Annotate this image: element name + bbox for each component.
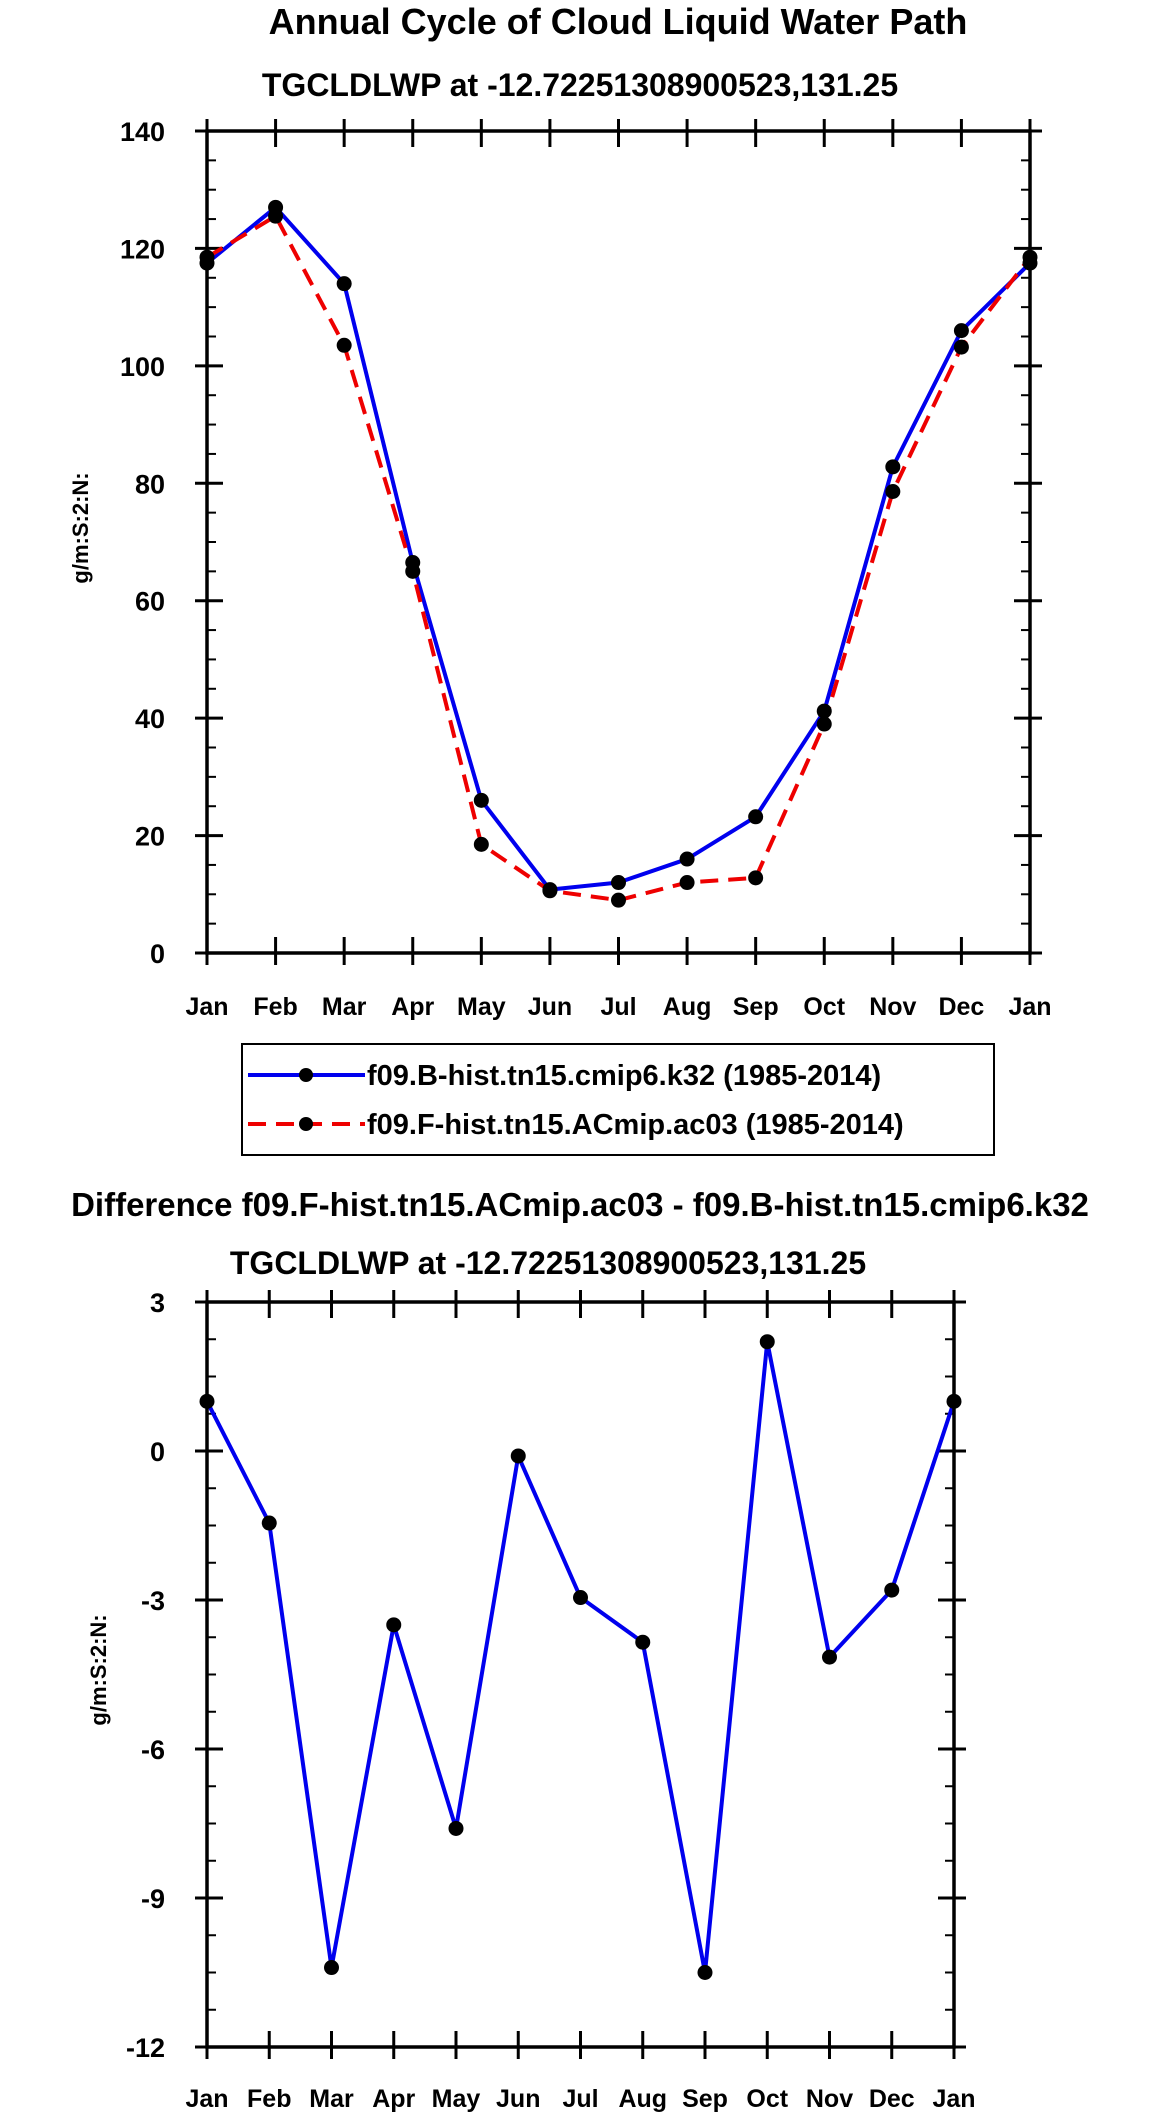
- x-tick-label: Jan: [1008, 993, 1051, 1021]
- data-point-series-1: [635, 1634, 651, 1650]
- data-point-series-1: [816, 703, 832, 719]
- chart2-title: Difference f09.F-hist.tn15.ACmip.ac03 - …: [71, 1186, 1089, 1223]
- legend-item-series-1: f09.B-hist.tn15.cmip6.k32 (1985-2014): [248, 1060, 881, 1092]
- chart2-xlabels: Jan Feb Mar Apr May Jun Jul Aug Sep Oct Nov Dec Jan: [185, 2085, 975, 2113]
- chart1-title: Annual Cycle of Cloud Liquid Water Path: [269, 1, 968, 42]
- legend-label-series-1: f09.B-hist.tn15.cmip6.k32 (1985-2014): [367, 1060, 881, 1092]
- series-line-2: [205, 214, 1032, 903]
- y-tick-label: 40: [135, 704, 165, 734]
- x-tick-label: Jun: [496, 2085, 540, 2113]
- x-tick-label: May: [432, 2085, 481, 2113]
- x-tick-label: Jan: [185, 2085, 228, 2113]
- x-tick-label: Aug: [618, 2085, 667, 2113]
- legend-box: [241, 1043, 995, 1156]
- chart2-ticks: 3 0 -3 -6 -9 -12: [126, 1288, 966, 2063]
- data-point-series-1: [822, 1649, 837, 1665]
- x-tick-label: Sep: [682, 2085, 728, 2113]
- data-point-series-1: [324, 1960, 339, 1976]
- chart1-ticks: 0 20 40 60 80 100 120 140: [120, 117, 1042, 969]
- y-tick-label: -6: [141, 1735, 165, 1765]
- x-tick-label: Jun: [528, 993, 572, 1021]
- data-point-series-2: [611, 892, 626, 908]
- data-point-series-1: [953, 323, 969, 339]
- x-tick-label: May: [457, 993, 506, 1021]
- series-line-1: [205, 1339, 956, 1975]
- data-point-series-2: [336, 337, 352, 353]
- data-point-series-1: [386, 1617, 402, 1633]
- chart1-frame: [205, 129, 1032, 955]
- x-tick-label: Jan: [932, 2085, 975, 2113]
- x-tick-label: Feb: [247, 2085, 291, 2113]
- y-tick-label: 140: [120, 117, 165, 147]
- data-point-series-1: [261, 1515, 277, 1531]
- y-tick-label: 100: [120, 352, 165, 382]
- x-tick-label: Nov: [806, 2085, 853, 2113]
- data-point-series-2: [542, 883, 558, 899]
- legend-label-series-2: f09.F-hist.tn15.ACmip.ac03 (1985-2014): [367, 1109, 904, 1141]
- data-point-series-1: [748, 809, 764, 825]
- y-tick-label: -3: [141, 1586, 165, 1616]
- difference-chart: Difference f09.F-hist.tn15.ACmip.ac03 - …: [71, 1186, 1089, 2113]
- y-tick-label: 0: [150, 939, 165, 969]
- x-tick-label: Apr: [391, 993, 434, 1021]
- x-tick-label: Nov: [869, 993, 916, 1021]
- data-point-series-1: [611, 875, 626, 891]
- y-tick-label: 20: [135, 822, 165, 852]
- x-tick-label: Feb: [253, 993, 297, 1021]
- data-point-series-1: [510, 1448, 526, 1464]
- data-point-series-2: [268, 208, 284, 224]
- y-tick-label: 80: [135, 469, 165, 499]
- x-tick-label: Mar: [309, 2085, 354, 2113]
- data-point-series-1: [573, 1590, 588, 1606]
- y-tick-label: -12: [126, 2033, 165, 2063]
- x-tick-label: Jul: [600, 993, 636, 1021]
- chart2-subtitle: TGCLDLWP at -12.72251308900523,131.25: [230, 1245, 866, 1281]
- chart2-frame: [205, 1300, 956, 2049]
- annual-cycle-chart: Annual Cycle of Cloud Liquid Water Path …: [68, 1, 1052, 1021]
- x-tick-label: Dec: [938, 993, 984, 1021]
- chart1-xlabels: Jan Feb Mar Apr May Jun Jul Aug Sep Oct Nov Dec Jan: [185, 993, 1051, 1021]
- legend-marker-series-1: [299, 1068, 313, 1082]
- data-point-series-2: [953, 339, 969, 355]
- y-tick-label: 0: [150, 1437, 165, 1467]
- data-point-series-1: [448, 1820, 464, 1836]
- legend-marker-series-2: [299, 1117, 313, 1131]
- series-line-1: [205, 205, 1032, 892]
- data-point-series-1: [336, 276, 352, 292]
- x-tick-label: Jan: [185, 993, 228, 1021]
- x-tick-label: Sep: [733, 993, 779, 1021]
- y-tick-label: 60: [135, 587, 165, 617]
- data-point-series-2: [816, 716, 832, 732]
- x-tick-label: Dec: [869, 2085, 915, 2113]
- x-tick-label: Mar: [322, 993, 367, 1021]
- x-tick-label: Oct: [803, 993, 845, 1021]
- x-tick-label: Oct: [746, 2085, 788, 2113]
- chart2-ylabel: g/m:S:2:N:: [86, 1614, 111, 1725]
- legend: f09.B-hist.tn15.cmip6.k32 (1985-2014) f0…: [241, 1043, 995, 1156]
- chart2-series: [199, 1334, 962, 1980]
- y-tick-label: -9: [141, 1884, 165, 1914]
- x-tick-label: Jul: [562, 2085, 598, 2113]
- y-tick-label: 120: [120, 234, 165, 264]
- chart1-ylabel: g/m:S:2:N:: [68, 472, 93, 583]
- data-point-series-1: [697, 1965, 713, 1980]
- data-point-series-1: [679, 851, 695, 867]
- data-point-series-1: [473, 792, 489, 808]
- data-point-series-2: [748, 870, 764, 886]
- data-point-series-2: [885, 484, 901, 500]
- legend-item-series-2: f09.F-hist.tn15.ACmip.ac03 (1985-2014): [248, 1109, 904, 1141]
- data-point-series-1: [884, 1582, 900, 1598]
- data-point-series-2: [679, 875, 695, 891]
- data-point-series-2: [405, 563, 421, 579]
- chart1-subtitle: TGCLDLWP at -12.72251308900523,131.25: [262, 67, 898, 103]
- data-point-series-1: [759, 1334, 775, 1350]
- y-tick-label: 3: [150, 1288, 165, 1318]
- x-tick-label: Aug: [663, 993, 712, 1021]
- chart1-series: [199, 199, 1038, 908]
- data-point-series-1: [885, 459, 901, 475]
- data-point-series-2: [473, 836, 489, 852]
- x-tick-label: Apr: [372, 2085, 415, 2113]
